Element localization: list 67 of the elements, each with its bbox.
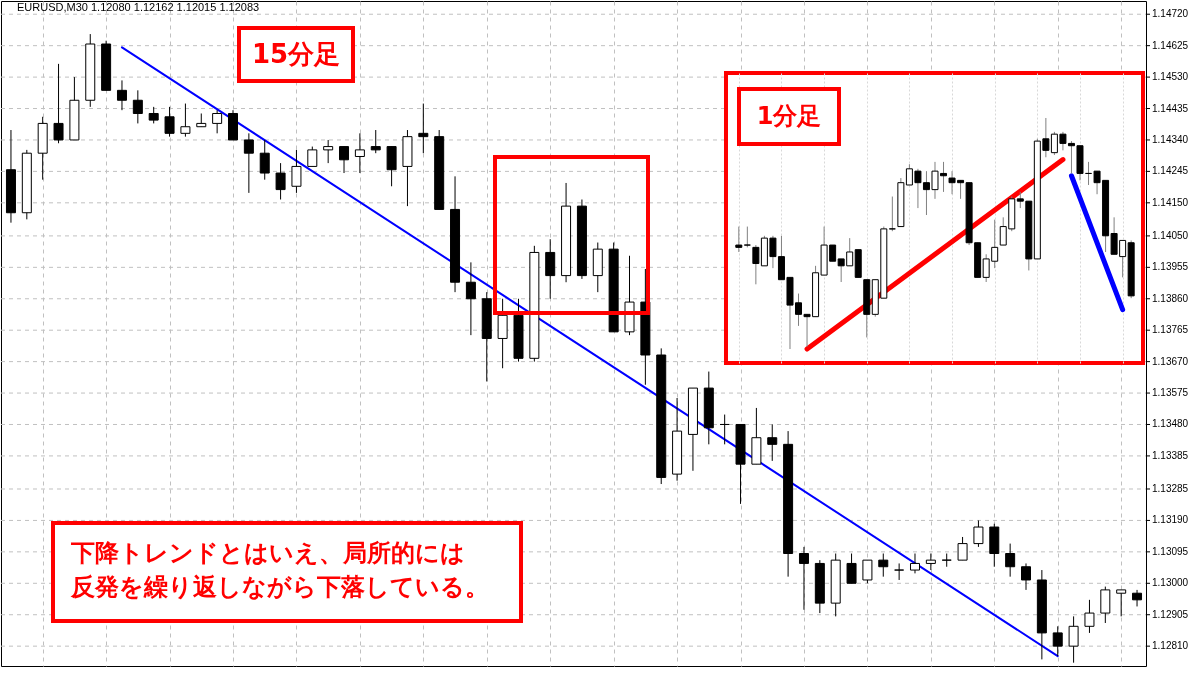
candlestick	[370, 129, 381, 154]
y-tick-label: 1.12810	[1152, 640, 1189, 652]
candlestick	[339, 146, 350, 174]
candlestick	[894, 562, 905, 581]
y-tick-label: 1.13095	[1152, 545, 1189, 557]
annotation: 15分足	[251, 39, 341, 69]
candlestick	[1100, 586, 1111, 624]
candlestick	[132, 89, 143, 124]
y-tick-label: 1.13860	[1152, 292, 1189, 304]
y-tick-label: 1.12905	[1152, 608, 1189, 620]
y-tick-label: 1.13575	[1152, 387, 1189, 399]
candlestick	[465, 261, 476, 336]
candlestick	[1068, 615, 1079, 664]
candlestick	[323, 139, 334, 164]
candlestick	[1084, 599, 1095, 634]
candlestick	[386, 146, 397, 187]
candlestick	[1116, 589, 1127, 617]
candlestick	[545, 238, 556, 300]
candlestick	[164, 106, 175, 138]
y-tick-label: 1.13385	[1152, 449, 1189, 461]
y-tick-label: 1.13190	[1152, 514, 1189, 526]
candlestick	[1132, 589, 1143, 607]
y-tick-label: 1.14625	[1152, 39, 1189, 51]
candlestick	[275, 162, 286, 201]
y-tick-label: 1.14340	[1152, 133, 1189, 145]
annotation: 反発を繰り返しながら下落している。	[70, 573, 489, 601]
y-tick-label: 1.13765	[1152, 324, 1189, 336]
annotation: 下降トレンドとはいえ、局所的には	[70, 539, 465, 567]
annotation: 1分足	[756, 102, 822, 130]
y-tick-label: 1.13955	[1152, 261, 1189, 273]
candlestick	[862, 559, 873, 584]
y-tick-label: 1.14150	[1152, 196, 1189, 208]
candlestick	[180, 103, 191, 138]
candlestick	[1005, 543, 1016, 578]
candlestick	[354, 132, 365, 174]
y-tick-label: 1.14050	[1152, 229, 1189, 241]
candlestick	[925, 553, 936, 571]
candlestick	[798, 546, 809, 611]
candlestick	[888, 196, 896, 232]
y-tick-label: 1.13480	[1152, 418, 1189, 430]
candlestick	[1021, 562, 1032, 591]
candlestick	[1052, 625, 1063, 657]
y-tick-label: 1.14720	[1152, 8, 1189, 20]
y-tick-label: 1.13285	[1152, 483, 1189, 494]
candlestick	[259, 139, 270, 181]
candlestick	[735, 226, 743, 253]
candlestick	[957, 536, 968, 561]
candlestick	[53, 63, 64, 144]
candlestick	[743, 226, 751, 248]
chart-title: EURUSD,M30 1.12080 1.12162 1.12015 1.12083	[17, 1, 260, 13]
candlestick	[307, 146, 318, 167]
candlestick	[878, 553, 889, 578]
candlestick	[497, 298, 508, 369]
candlestick	[909, 553, 920, 574]
candlestick	[973, 519, 984, 548]
candlestick	[767, 423, 778, 462]
candlestick	[212, 109, 223, 134]
y-tick-label: 1.13000	[1152, 577, 1189, 589]
y-tick-label: 1.14245	[1152, 165, 1189, 177]
y-tick-label: 1.13670	[1152, 355, 1189, 367]
candlestick	[116, 79, 127, 111]
candlestick	[418, 103, 429, 154]
candlestick	[291, 149, 302, 194]
candlestick	[243, 132, 254, 194]
y-tick-label: 1.14435	[1152, 102, 1189, 114]
candlestick	[846, 553, 857, 584]
y-tick-label: 1.14530	[1152, 71, 1189, 83]
